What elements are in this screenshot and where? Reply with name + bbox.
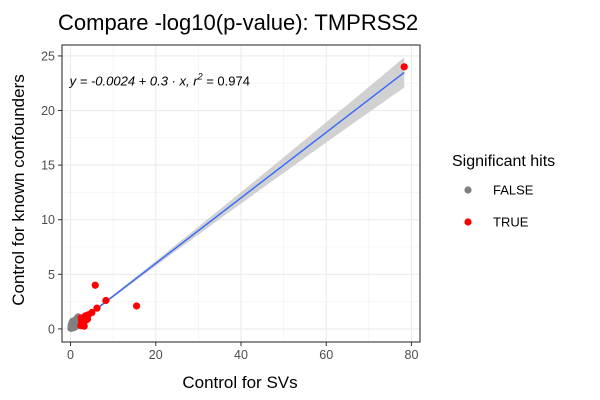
- y-tick-label: 15: [41, 159, 55, 173]
- y-tick-label: 10: [41, 213, 55, 227]
- data-point-true: [132, 302, 141, 310]
- plot-panel: y = -0.0024 + 0.3 · x, r2 = 0.974: [61, 44, 421, 343]
- y-tick-label: 5: [48, 268, 55, 282]
- x-tick-label: 20: [149, 348, 163, 362]
- x-tick-label: 40: [234, 348, 248, 362]
- data-point-true: [77, 322, 85, 330]
- x-tick-label: 80: [405, 348, 419, 362]
- y-tick-label: 20: [41, 104, 55, 118]
- legend-title: Significant hits: [452, 153, 555, 170]
- x-tick-label: 60: [319, 348, 333, 362]
- y-tick-label: 25: [41, 49, 55, 63]
- y-axis-title: Control for known confounders: [9, 74, 28, 306]
- data-point-true: [83, 315, 92, 323]
- data-point-true: [400, 63, 408, 71]
- data-point-true: [91, 281, 99, 289]
- data-point-false: [67, 322, 75, 330]
- data-point-true: [102, 296, 110, 305]
- legend-label-true: TRUE: [493, 215, 529, 230]
- data-point-true: [77, 314, 85, 322]
- x-tick-label: 0: [67, 348, 74, 362]
- data-point-true: [93, 304, 101, 312]
- y-tick-label: 0: [48, 322, 55, 336]
- regression-equation: y = -0.0024 + 0.3 · x, r2 = 0.974: [69, 71, 250, 88]
- legend-key-false: [464, 186, 472, 194]
- legend-label-false: FALSE: [493, 183, 534, 198]
- chart-title: Compare -log10(p-value): TMPRSS2: [58, 10, 418, 35]
- regression-line: [70, 71, 405, 330]
- x-axis-title: Control for SVs: [182, 373, 297, 392]
- legend: Significant hits FALSE TRUE: [452, 153, 555, 230]
- legend-key-true: [464, 218, 472, 226]
